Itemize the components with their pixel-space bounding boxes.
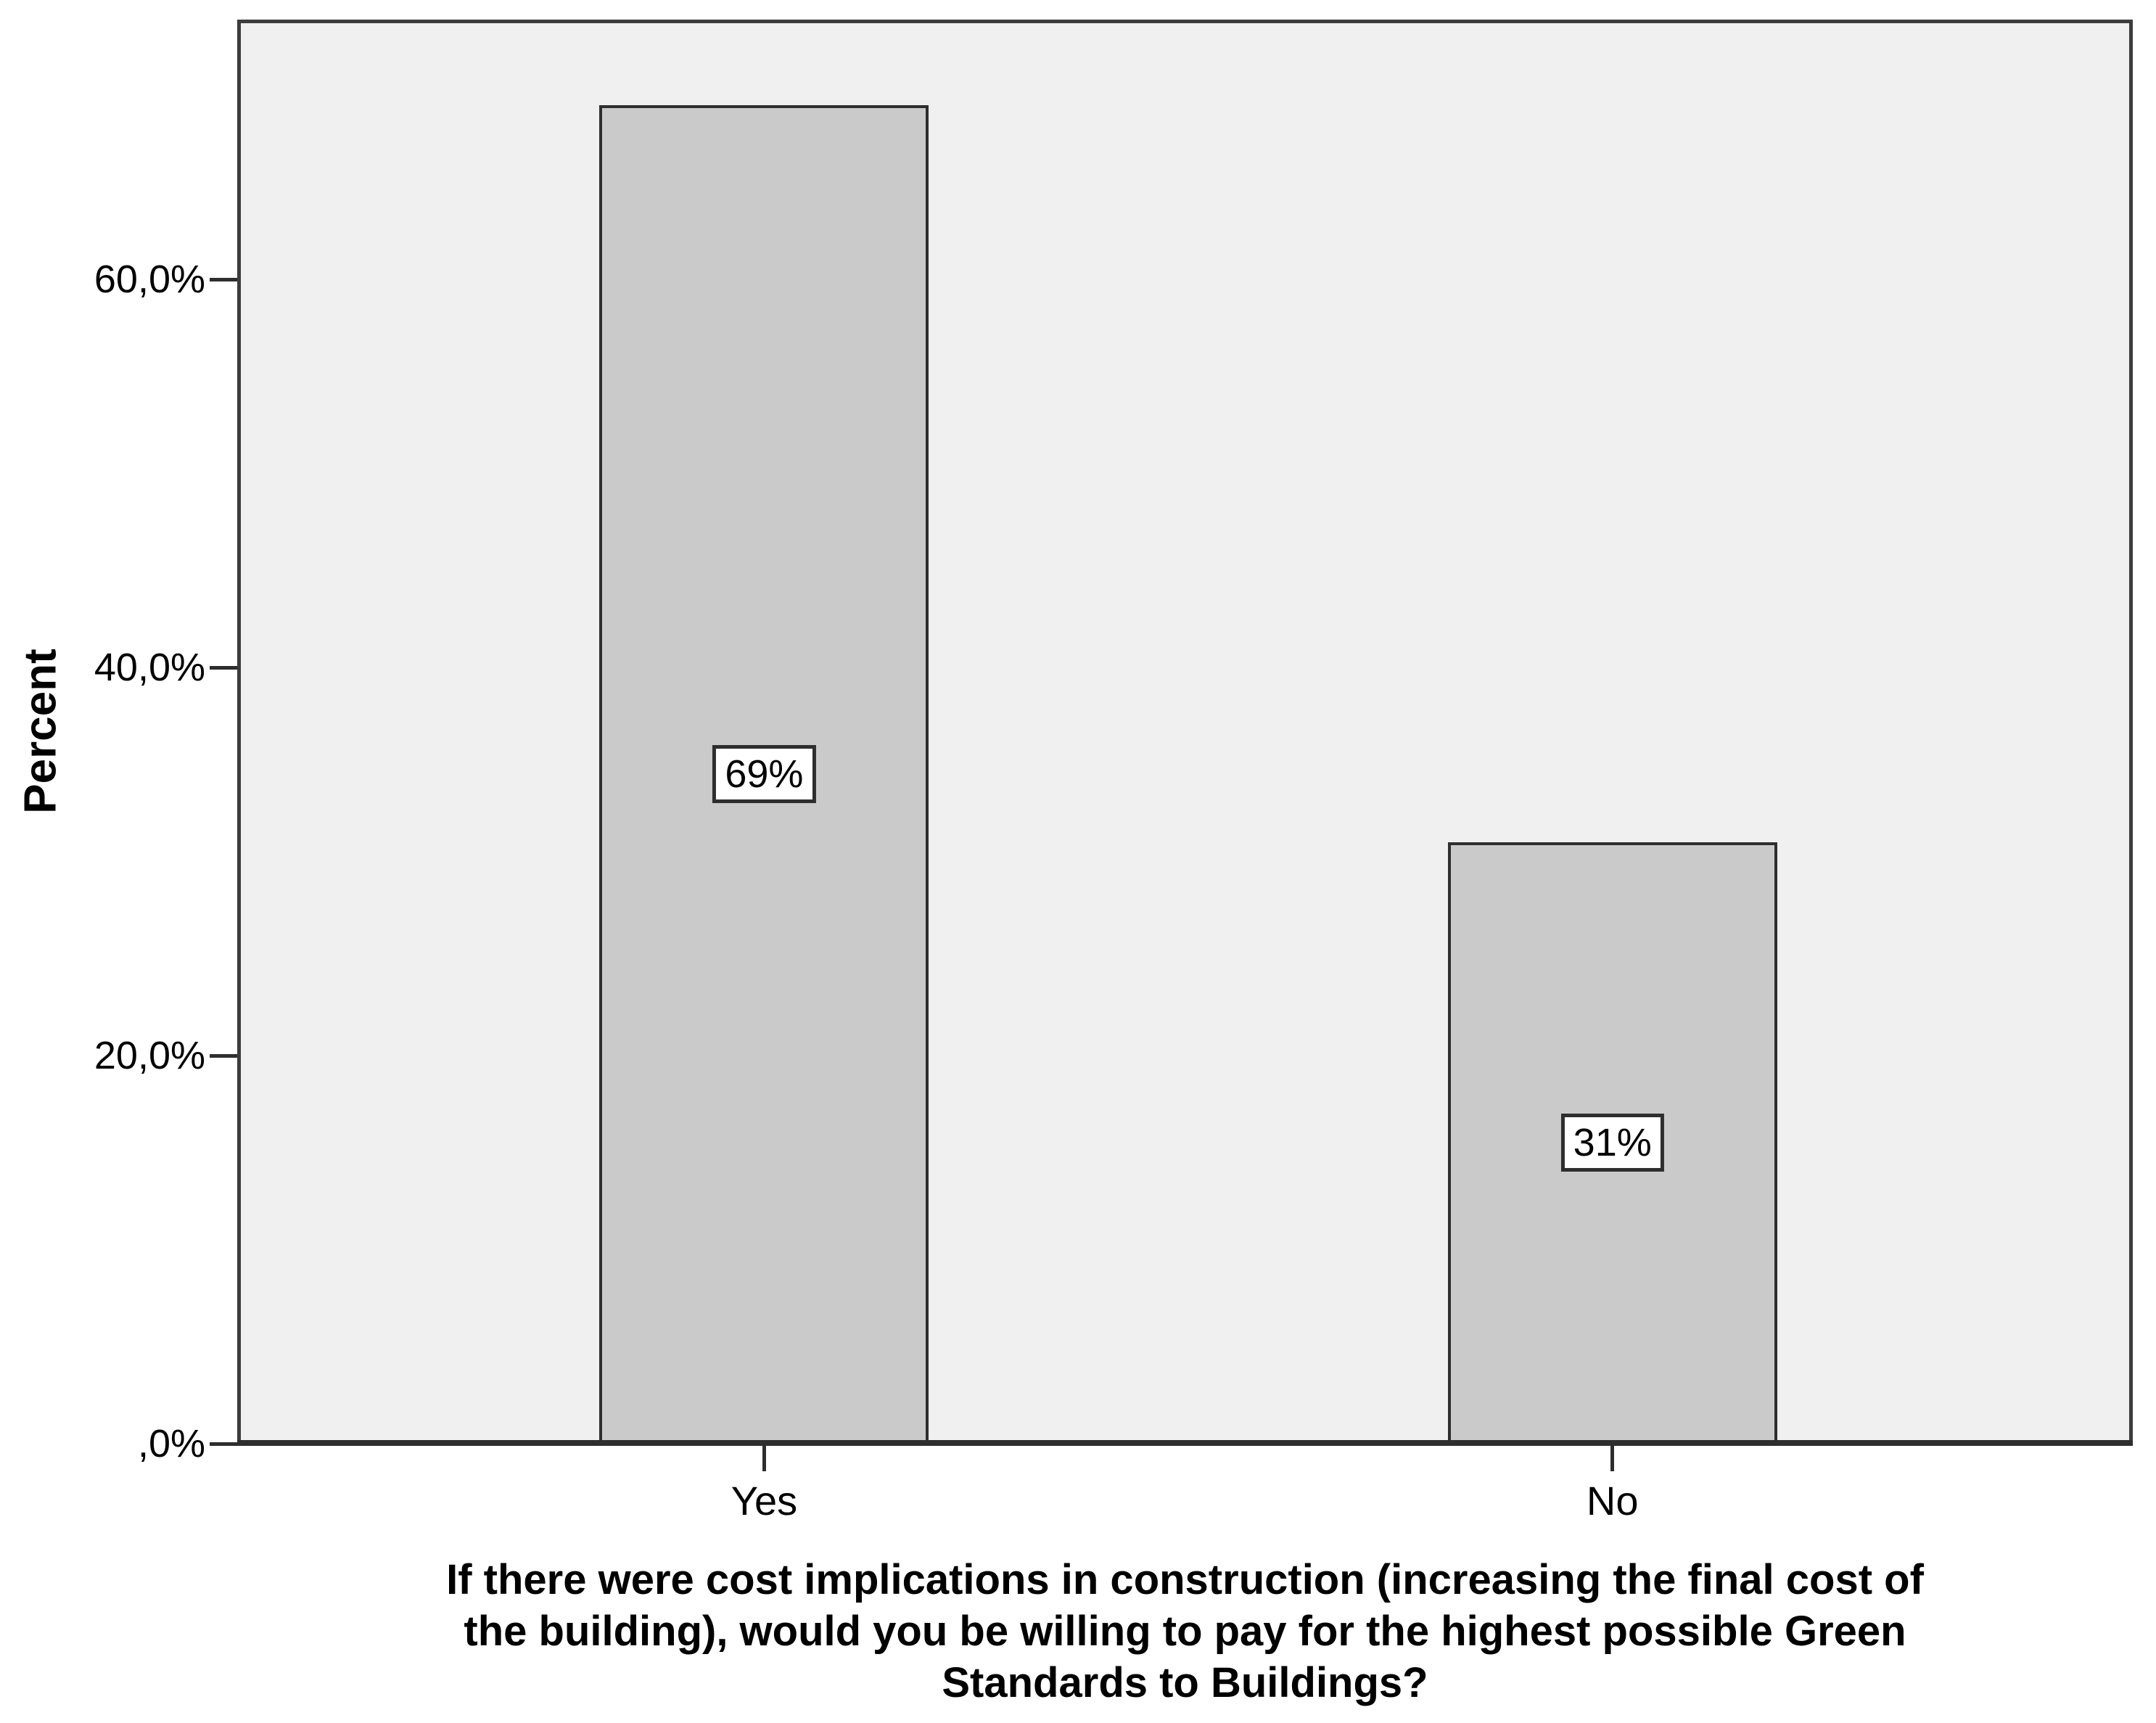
x-tick-mark xyxy=(1610,1444,1615,1471)
x-tick-mark xyxy=(762,1444,766,1471)
y-tick-mark xyxy=(210,277,237,281)
plot-area xyxy=(237,20,2133,1444)
y-tick-mark xyxy=(210,1053,237,1058)
y-tick-label: 60,0% xyxy=(94,258,205,302)
y-tick-label: ,0% xyxy=(137,1422,205,1465)
x-axis-line xyxy=(237,1440,2133,1446)
x-category-label-yes: Yes xyxy=(731,1478,798,1523)
y-tick-mark xyxy=(210,1442,237,1446)
bar-value-label: 69% xyxy=(712,745,816,804)
y-tick-label: 40,0% xyxy=(94,646,205,690)
x-category-label-no: No xyxy=(1586,1478,1639,1523)
x-axis-question-title: If there were cost implications in const… xyxy=(446,1556,1924,1706)
y-tick-mark xyxy=(210,665,237,670)
y-tick-label: 20,0% xyxy=(94,1034,205,1078)
bar-value-label: 31% xyxy=(1560,1114,1664,1172)
